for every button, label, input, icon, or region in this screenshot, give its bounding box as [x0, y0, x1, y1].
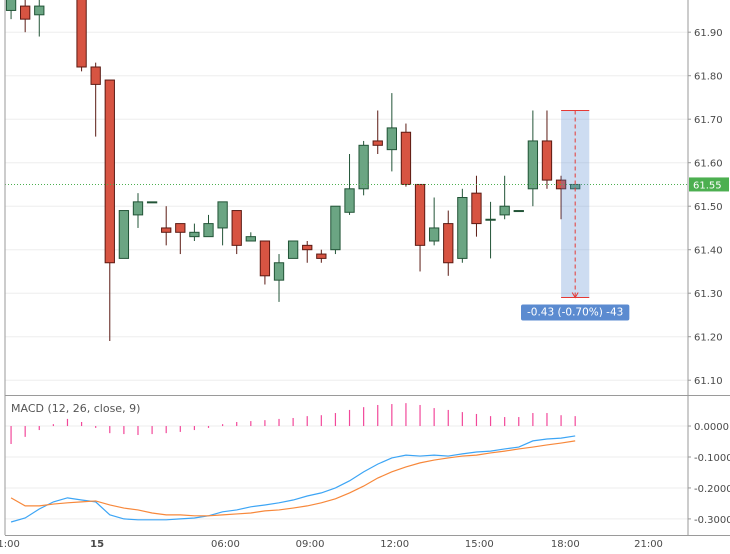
y-tick-label: 61.90	[694, 28, 723, 39]
candle-body	[5, 0, 17, 11]
x-tick-label: 21:00	[634, 539, 663, 550]
x-tick-label: 21:00	[0, 539, 20, 550]
candle-body	[541, 140, 553, 181]
macd-line	[10, 440, 576, 517]
candle-body	[118, 210, 130, 259]
candle-body	[104, 79, 115, 264]
candle-body	[132, 201, 144, 216]
candle-body	[273, 262, 285, 281]
x-tick-label: 12:00	[380, 539, 409, 550]
candle-body	[316, 253, 327, 259]
y-tick-label: 61.30	[694, 289, 723, 300]
last-price-box	[689, 177, 729, 192]
y-tick-label: -0.1000	[694, 453, 730, 464]
candle-body	[189, 231, 200, 238]
x-tick-label: 15	[90, 539, 104, 550]
candle-body	[471, 192, 482, 225]
candle-body	[20, 5, 31, 20]
macd-line	[10, 435, 576, 523]
candle-body	[428, 227, 440, 242]
candle-body	[175, 223, 186, 233]
x-tick-label: 06:00	[211, 539, 240, 550]
y-tick-label: 61.50	[694, 202, 723, 213]
y-tick-label: 61.70	[694, 115, 723, 126]
candle-body	[161, 227, 172, 233]
candle-body	[146, 201, 158, 204]
y-tick-label: -0.2000	[694, 484, 730, 495]
candle-body	[457, 197, 468, 259]
candle-body	[485, 218, 496, 221]
candle-body	[231, 210, 242, 246]
y-tick-label: 61.20	[694, 333, 723, 344]
price-pane: -0.43 (-0.70%) -43	[5, 0, 688, 342]
measure-arrow-head	[571, 292, 579, 299]
candle-body	[400, 131, 412, 185]
y-tick-label: 0.0000	[694, 422, 729, 433]
candle-body	[358, 144, 369, 190]
candle-body	[344, 188, 355, 213]
candle-body	[414, 183, 426, 246]
candle-body	[372, 140, 383, 146]
measure-label: -0.43 (-0.70%) -43	[527, 307, 623, 319]
x-tick-label: 15:00	[465, 539, 494, 550]
candle-body	[302, 244, 313, 251]
y-tick-label: 61.60	[694, 159, 723, 170]
candle-body	[513, 210, 524, 213]
candle-body	[90, 66, 101, 85]
y-tick-label: -0.3000	[694, 515, 730, 526]
macd-pane	[10, 403, 576, 523]
candle-body	[34, 5, 45, 16]
candle-body	[259, 240, 271, 277]
candle-body	[217, 201, 228, 229]
x-tick-label: 18:00	[551, 539, 580, 550]
candle-body	[443, 223, 454, 264]
y-tick-label: 61.40	[694, 246, 723, 257]
candle-body	[527, 140, 539, 190]
y-tick-label: 61.80	[694, 72, 723, 83]
candle-body	[245, 236, 256, 242]
measure-label-box	[521, 304, 630, 321]
candle-body	[386, 127, 397, 151]
macd-title: MACD (12, 26, close, 9)	[11, 402, 140, 415]
last-price-label: 61.55	[693, 180, 722, 191]
y-tick-label: 61.10	[694, 376, 723, 387]
candle-body	[555, 179, 567, 190]
x-tick-label: 09:00	[296, 539, 325, 550]
candle-body	[330, 205, 341, 251]
candle-body	[499, 205, 510, 216]
candle-body	[203, 223, 214, 238]
candle-body	[76, 0, 87, 68]
candle-body	[287, 240, 299, 259]
